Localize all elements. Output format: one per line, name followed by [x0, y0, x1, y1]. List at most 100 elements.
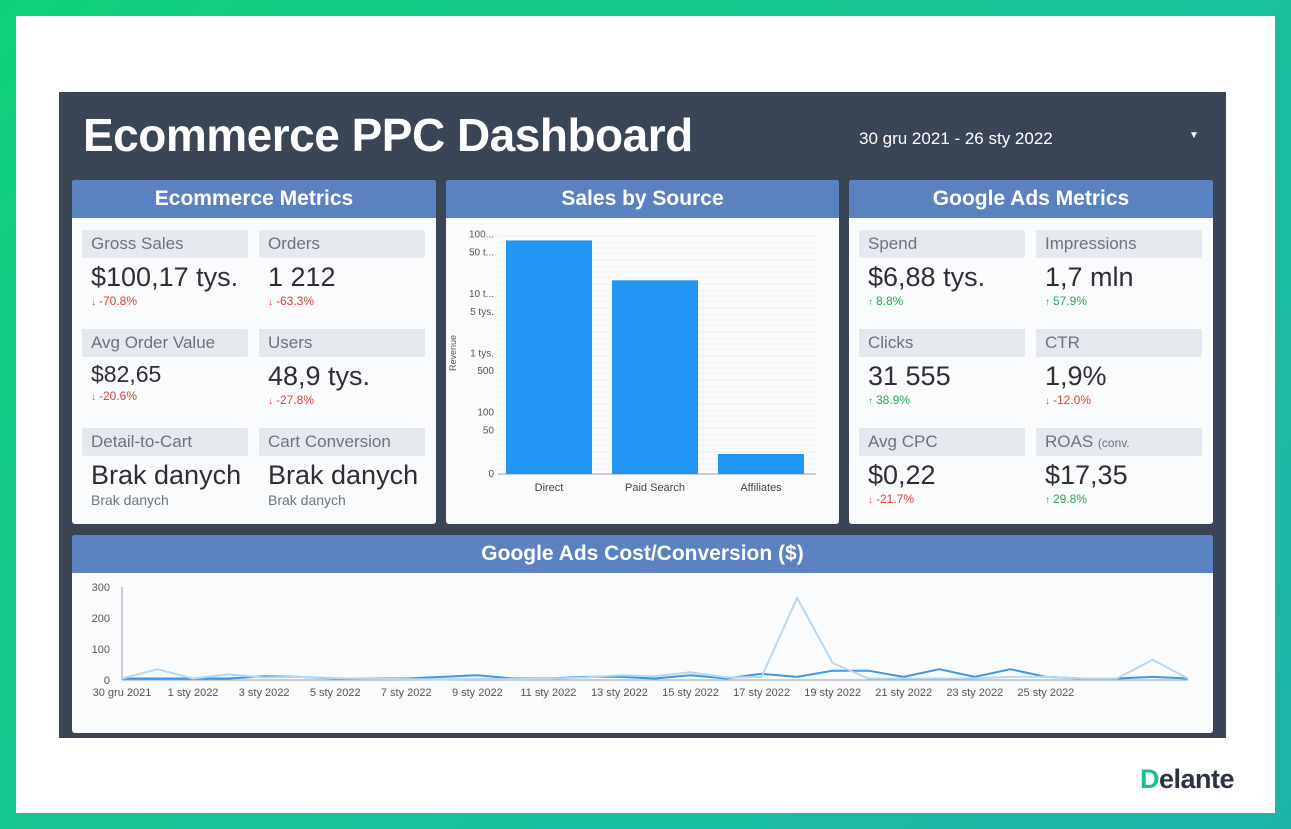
- metric-delta: ↓ -63.3%: [268, 294, 315, 308]
- metric-card: Gross Sales $100,17 tys. ↓ -70.8%: [82, 230, 248, 308]
- metric-label: Detail-to-Cart: [82, 428, 248, 456]
- metric-card: Detail-to-Cart Brak danych Brak danych: [82, 428, 248, 508]
- metric-card: ROAS (conv. $17,35 ↑ 29.8%: [1036, 428, 1202, 506]
- ecommerce-metrics-panel: Ecommerce Metrics Gross Sales $100,17 tys…: [72, 180, 436, 524]
- cost-conversion-chart: 0 100 200 300 30 gru 2021 1 sty 2022 3 sty 202…: [92, 582, 1189, 699]
- metric-delta: ↓ -21.7%: [868, 492, 915, 506]
- google-ads-metrics-panel: Google Ads Metrics Spend $6,88 tys. ↑ 8.8% I…: [849, 180, 1213, 524]
- arrow-down-icon: ↓: [268, 297, 273, 308]
- metric-value: 1,7 mln: [1045, 262, 1134, 292]
- metric-card: Clicks 31 555 ↑ 38.9%: [859, 329, 1025, 407]
- metric-label: Impressions: [1036, 230, 1202, 258]
- y-tick-label: 50 t...: [469, 248, 494, 259]
- metric-value: $0,22: [868, 460, 936, 490]
- bar: [612, 280, 698, 474]
- arrow-up-icon: ↑: [1045, 495, 1050, 506]
- metric-label: Spend: [859, 230, 1025, 258]
- metric-label: ROAS (conv.: [1036, 428, 1202, 456]
- x-tick-label: 7 sty 2022: [381, 687, 432, 699]
- metric-label: Users: [259, 329, 425, 357]
- page-title: Ecommerce PPC Dashboard: [83, 109, 693, 161]
- y-tick-label: 100: [92, 644, 110, 656]
- metric-card: Cart Conversion Brak danych Brak danych: [259, 428, 425, 508]
- arrow-up-icon: ↑: [868, 396, 873, 407]
- metric-value: $6,88 tys.: [868, 262, 986, 292]
- sales-by-source-panel: Sales by Source 0 50 100 500 1 tys. 5 tys. 10 …: [446, 180, 839, 524]
- metric-label: CTR: [1036, 329, 1202, 357]
- metric-card: CTR 1,9% ↓ -12.0%: [1036, 329, 1202, 407]
- metric-value: $82,65: [91, 361, 162, 387]
- y-tick-label: 10 t...: [469, 289, 494, 300]
- series-line: [121, 596, 1189, 681]
- metric-value: 1,9%: [1045, 361, 1107, 391]
- metric-value: Brak danych: [268, 460, 419, 490]
- metric-delta: Brak danych: [268, 492, 346, 508]
- x-tick-label: Direct: [535, 482, 564, 494]
- dashboard: Ecommerce PPC Dashboard 30 gru 2021 - 26…: [59, 92, 1226, 738]
- metric-value: $17,35: [1045, 460, 1128, 490]
- metric-card: Impressions 1,7 mln ↑ 57.9%: [1036, 230, 1202, 308]
- cost-conversion-panel: Google Ads Cost/Conversion ($) 0 100 200 30…: [72, 535, 1213, 733]
- metric-value: 31 555: [868, 361, 951, 391]
- x-tick-label: 13 sty 2022: [591, 687, 648, 699]
- metric-delta: ↓ -27.8%: [268, 393, 315, 407]
- x-tick-label: 25 sty 2022: [1017, 687, 1074, 699]
- x-tick-label: 5 sty 2022: [310, 687, 361, 699]
- x-tick-label: 19 sty 2022: [804, 687, 861, 699]
- metric-value: 48,9 tys.: [268, 361, 371, 391]
- metric-label: Cart Conversion: [259, 428, 425, 456]
- metric-card: Orders 1 212 ↓ -63.3%: [259, 230, 425, 308]
- arrow-down-icon: ↓: [868, 495, 873, 506]
- metric-value: $100,17 tys.: [91, 262, 239, 292]
- panel-title: Sales by Source: [446, 180, 839, 218]
- y-tick-label: 0: [104, 675, 110, 687]
- x-tick-label: 23 sty 2022: [946, 687, 1003, 699]
- x-tick-label: 1 sty 2022: [168, 687, 219, 699]
- metric-delta: ↓ -20.6%: [91, 389, 138, 403]
- metric-delta: Brak danych: [91, 492, 169, 508]
- arrow-up-icon: ↑: [1045, 297, 1050, 308]
- metric-delta: ↓ -12.0%: [1045, 393, 1092, 407]
- arrow-up-icon: ↑: [868, 297, 873, 308]
- y-tick-label: 5 tys.: [470, 307, 494, 318]
- arrow-down-icon: ↓: [268, 396, 273, 407]
- metric-card: Users 48,9 tys. ↓ -27.8%: [259, 329, 425, 407]
- metric-label: Orders: [259, 230, 425, 258]
- panel-title: Google Ads Cost/Conversion ($): [72, 535, 1213, 573]
- y-tick-label: 100: [477, 408, 494, 419]
- metric-label: Avg CPC: [859, 428, 1025, 456]
- y-tick-label: 100...: [469, 230, 494, 241]
- x-tick-label: 15 sty 2022: [662, 687, 719, 699]
- metric-label: Avg Order Value: [82, 329, 248, 357]
- metric-card: Avg CPC $0,22 ↓ -21.7%: [859, 428, 1025, 506]
- metric-delta: ↑ 8.8%: [868, 294, 904, 308]
- arrow-down-icon: ↓: [1045, 396, 1050, 407]
- arrow-down-icon: ↓: [91, 392, 96, 403]
- y-tick-label: 200: [92, 613, 110, 625]
- metric-card: Spend $6,88 tys. ↑ 8.8%: [859, 230, 1025, 308]
- caret-down-icon[interactable]: ▼: [1189, 130, 1199, 141]
- metric-label: Gross Sales: [82, 230, 248, 258]
- x-tick-label: 17 sty 2022: [733, 687, 790, 699]
- y-axis-label: Revenue: [448, 335, 458, 371]
- metric-value: 1 212: [268, 262, 336, 292]
- x-tick-label: 11 sty 2022: [520, 687, 576, 699]
- x-tick-label: 30 gru 2021: [93, 687, 152, 699]
- arrow-down-icon: ↓: [91, 297, 96, 308]
- metric-card: Avg Order Value $82,65 ↓ -20.6%: [82, 329, 248, 403]
- metric-label: Clicks: [859, 329, 1025, 357]
- bar: [506, 240, 592, 474]
- delante-logo: Delante: [1140, 764, 1235, 794]
- date-range-selector[interactable]: 30 gru 2021 - 26 sty 2022: [859, 129, 1053, 148]
- metric-delta: ↑ 57.9%: [1045, 294, 1088, 308]
- y-tick-label: 500: [477, 366, 494, 377]
- x-tick-label: Affiliates: [740, 482, 782, 494]
- y-tick-label: 50: [483, 425, 495, 436]
- metric-delta: ↑ 38.9%: [868, 393, 911, 407]
- x-tick-label: 21 sty 2022: [875, 687, 932, 699]
- panel-title: Ecommerce Metrics: [72, 180, 436, 218]
- y-tick-label: 300: [92, 582, 110, 594]
- panel-title: Google Ads Metrics: [849, 180, 1213, 218]
- y-tick-label: 1 tys.: [470, 348, 494, 359]
- x-tick-label: Paid Search: [625, 482, 685, 494]
